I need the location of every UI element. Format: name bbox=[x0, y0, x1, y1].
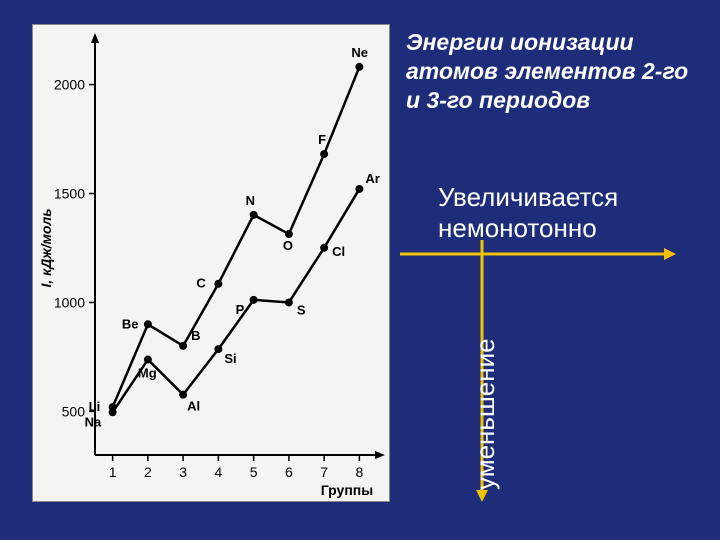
svg-text:Na: Na bbox=[85, 414, 102, 429]
ionization-chart: 500 1000 1500 2000 1 2 3 4 5 6 7 8 Группы I, кДж/моль… bbox=[33, 25, 391, 503]
svg-text:500: 500 bbox=[62, 403, 86, 419]
svg-text:C: C bbox=[196, 276, 206, 291]
svg-text:F: F bbox=[318, 132, 326, 147]
svg-text:6: 6 bbox=[285, 464, 293, 480]
svg-text:B: B bbox=[191, 328, 200, 343]
svg-text:4: 4 bbox=[214, 464, 222, 480]
svg-text:2: 2 bbox=[144, 464, 152, 480]
slide-subtitle: Увеличивается немонотонно bbox=[438, 182, 698, 244]
svg-text:I, кДж/моль: I, кДж/моль bbox=[38, 208, 54, 287]
svg-text:Be: Be bbox=[122, 316, 139, 331]
svg-text:7: 7 bbox=[320, 464, 328, 480]
svg-text:Si: Si bbox=[224, 351, 236, 366]
svg-text:1000: 1000 bbox=[54, 294, 85, 310]
svg-text:N: N bbox=[246, 193, 255, 208]
svg-text:Ar: Ar bbox=[365, 171, 379, 186]
svg-text:O: O bbox=[283, 238, 293, 253]
svg-text:Cl: Cl bbox=[332, 244, 345, 259]
slide-title: Энергии ионизации атомов элементов 2-го … bbox=[406, 28, 706, 114]
svg-text:S: S bbox=[297, 302, 306, 317]
svg-text:Mg: Mg bbox=[138, 366, 157, 381]
svg-text:Li: Li bbox=[89, 399, 101, 414]
svg-text:1500: 1500 bbox=[54, 186, 85, 202]
svg-text:Группы: Группы bbox=[321, 482, 373, 498]
trend-arrows bbox=[400, 240, 700, 530]
svg-text:2000: 2000 bbox=[54, 77, 85, 93]
chart-panel: 500 1000 1500 2000 1 2 3 4 5 6 7 8 Группы I, кДж/моль… bbox=[32, 24, 390, 502]
svg-text:1: 1 bbox=[109, 464, 117, 480]
svg-text:Al: Al bbox=[187, 399, 200, 414]
svg-text:8: 8 bbox=[355, 464, 363, 480]
svg-text:5: 5 bbox=[250, 464, 258, 480]
svg-text:Ne: Ne bbox=[351, 45, 368, 60]
vertical-arrow-label: уменьшение bbox=[470, 338, 501, 490]
svg-text:P: P bbox=[236, 302, 245, 317]
svg-text:3: 3 bbox=[179, 464, 187, 480]
